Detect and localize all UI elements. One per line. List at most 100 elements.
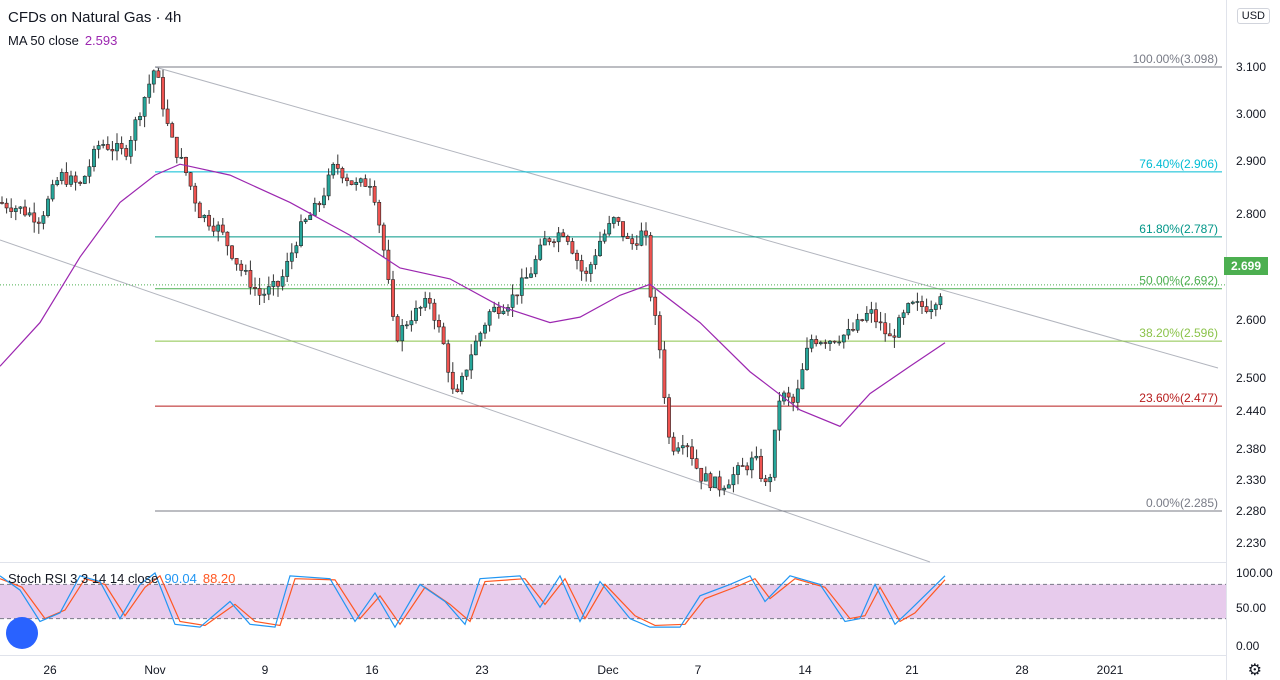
candle-body [234, 258, 239, 265]
candle-body [483, 324, 487, 334]
fib-label-6: 0.00%(2.285) [1146, 496, 1218, 510]
candle-body [846, 328, 851, 336]
candle-body [368, 186, 372, 188]
stoch-k-value: 90.04 [164, 571, 197, 586]
candle-body [575, 252, 579, 261]
candle-body [400, 325, 405, 342]
candle-body [317, 202, 322, 206]
candle-body [161, 77, 165, 110]
tradingview-logo-icon[interactable] [6, 617, 38, 649]
candle-body [717, 476, 722, 491]
x-tick-label: 16 [365, 663, 379, 677]
y-tick-label: 2.230 [1236, 536, 1266, 550]
candle-body [455, 388, 460, 392]
candle-body [598, 240, 602, 257]
candle-body [630, 238, 635, 245]
candle-body [326, 174, 331, 197]
candle-body [179, 156, 184, 159]
y-tick-label: 2.500 [1236, 371, 1266, 385]
candle-body [579, 260, 584, 272]
candle-body [690, 446, 694, 459]
candle-body [418, 306, 423, 309]
ma-legend: MA 50 close 2.593 [8, 33, 117, 48]
candle-body [685, 445, 690, 448]
candle-body [547, 238, 552, 243]
candle-body [662, 349, 667, 398]
y-tick-label: 2.440 [1236, 404, 1266, 418]
ma-line [0, 163, 946, 428]
channel-upper-line [154, 66, 1219, 369]
candle-body [128, 139, 133, 157]
candle-body [901, 312, 906, 318]
candle-body [754, 455, 759, 459]
settings-gear-icon[interactable]: ⚙ [1247, 662, 1262, 679]
candle-body [496, 306, 501, 314]
candle-body [257, 288, 262, 296]
candle-body [69, 175, 73, 185]
candle-body [216, 224, 221, 232]
y-tick-label: 2.330 [1236, 473, 1266, 487]
candle-body [460, 375, 464, 392]
candle-body [469, 354, 474, 371]
channel-lower-line [0, 239, 931, 563]
candle-body [860, 319, 865, 321]
candle-body [18, 206, 23, 209]
x-tick-label: 7 [695, 663, 702, 677]
candle-body [625, 236, 630, 239]
candle-body [46, 198, 50, 216]
last-price-label: 2.699 [1224, 257, 1268, 275]
candle-body [170, 123, 175, 138]
candle-body [699, 467, 704, 482]
candle-body [906, 303, 911, 314]
fib-label-1: 76.40%(2.906) [1139, 157, 1218, 171]
candle-body [552, 241, 556, 244]
candle-body [404, 324, 409, 327]
candle-body [308, 215, 313, 220]
candle-body [883, 322, 888, 335]
candle-body [676, 447, 681, 452]
candle-body [805, 347, 809, 370]
candle-body [832, 340, 837, 343]
candle-body [464, 369, 469, 377]
candle-body [303, 219, 308, 222]
ma-label: MA 50 close [8, 33, 79, 48]
x-tick-label: 28 [1015, 663, 1029, 677]
candle-body [570, 241, 575, 254]
candle-body [73, 175, 78, 183]
candle-body [924, 306, 929, 313]
candle-body [731, 474, 736, 486]
candle-body [372, 186, 377, 203]
stoch-d-value: 88.20 [202, 571, 236, 586]
candle-body [584, 270, 589, 274]
chart-title: CFDs on Natural Gas · 4h [8, 9, 182, 26]
candle-body [542, 238, 547, 246]
currency-button[interactable]: USD [1236, 8, 1270, 24]
x-tick-label: 21 [905, 663, 919, 677]
candle-body [708, 473, 713, 489]
candle-body [694, 458, 699, 469]
candle-body [4, 202, 9, 209]
fib-label-0: 100.00%(3.098) [1133, 52, 1218, 66]
candle-body [611, 217, 616, 224]
x-tick-label: 9 [262, 663, 269, 677]
candle-body [32, 212, 37, 223]
pane-divider [0, 562, 1226, 563]
candle-body [588, 264, 593, 274]
x-tick-label: 14 [798, 663, 812, 677]
candle-body [294, 245, 299, 254]
candle-body [437, 319, 441, 328]
candle-body [671, 436, 676, 452]
stoch-k-line [0, 572, 946, 629]
candle-body [105, 144, 110, 150]
candle-body [423, 298, 428, 308]
y-tick-label: 3.100 [1236, 60, 1266, 74]
candle-body [602, 233, 607, 242]
candle-body [354, 182, 359, 185]
candle-body [644, 230, 648, 236]
candle-body [529, 273, 533, 278]
candle-body [142, 97, 147, 117]
candle-body [772, 429, 777, 478]
candle-body [409, 320, 414, 326]
candle-body [335, 163, 340, 169]
